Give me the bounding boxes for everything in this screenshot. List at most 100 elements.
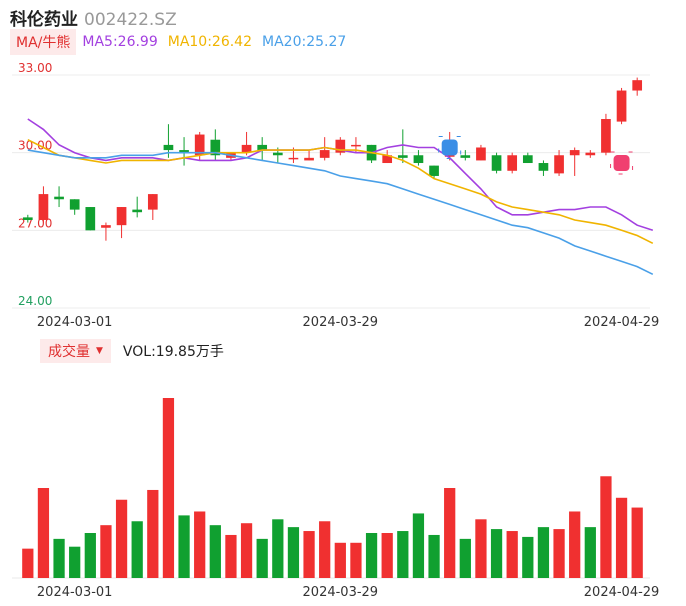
volume-bar: [240, 523, 253, 578]
volume-bar: [428, 534, 440, 578]
candle-body: [632, 80, 643, 91]
volume-bar: [537, 527, 550, 578]
candle-body: [601, 119, 611, 153]
volume-bar: [22, 548, 34, 578]
candle-body: [507, 155, 518, 171]
ma5-legend: MA5:26.99: [82, 34, 158, 50]
volume-bar: [569, 511, 581, 578]
candle-body: [460, 155, 471, 158]
volume-bar: [100, 525, 112, 578]
x-tick-label: 2024-03-01: [37, 315, 113, 330]
volume-bar: [272, 519, 284, 578]
volume-bar: [412, 513, 425, 578]
candle-body: [413, 155, 424, 164]
volume-x-tick-label: 2024-04-29: [584, 585, 660, 600]
candle-body: [444, 155, 455, 157]
volume-bar: [37, 488, 50, 578]
candle-body: [69, 199, 80, 210]
candle-body: [585, 152, 596, 156]
volume-indicator-selector[interactable]: 成交量 ▼: [40, 339, 111, 363]
candle-body: [429, 165, 439, 176]
candle-body: [241, 144, 252, 153]
candle-body: [116, 207, 127, 226]
volume-bar: [506, 531, 518, 578]
buy-signal-frame: [438, 135, 462, 159]
stock-name: 科伦药业: [10, 10, 78, 30]
candle-body: [163, 144, 174, 151]
ma-indicator-selector[interactable]: MA/牛熊: [10, 29, 77, 55]
candle-body: [272, 152, 283, 156]
volume-bar: [615, 497, 628, 578]
candle-body: [179, 150, 189, 153]
candle-body: [54, 196, 64, 200]
volume-bar: [162, 398, 175, 578]
ma10-line: [27, 138, 654, 245]
candle-body: [304, 157, 314, 161]
candle-body: [210, 139, 221, 156]
candle-body: [319, 150, 330, 158]
volume-bar: [334, 542, 346, 578]
candle-body: [335, 139, 346, 153]
candle-body: [522, 155, 533, 164]
volume-bar: [53, 538, 65, 578]
sell-signal-badge: [613, 155, 630, 172]
volume-bar: [84, 533, 96, 578]
volume-bar: [209, 525, 221, 578]
volume-bar: [178, 515, 190, 578]
volume-bar: [631, 507, 643, 578]
volume-bar: [522, 536, 534, 578]
y-tick-label: 24.00: [18, 294, 52, 308]
volume-legend: 成交量 ▼ VOL:19.85万手: [40, 339, 224, 363]
volume-bar: [194, 511, 206, 578]
volume-bar: [303, 531, 315, 578]
volume-bar: [397, 531, 409, 578]
stock-code: 002422.SZ: [84, 10, 177, 30]
sell-signal-frame: [610, 151, 634, 175]
candle-body: [38, 194, 49, 220]
candle-body: [194, 134, 205, 156]
volume-bar: [350, 542, 362, 578]
ma-legend: MA/牛熊 MA5:26.99 MA10:26.42 MA20:25.27: [10, 29, 356, 55]
buy-signal-badge: [441, 139, 458, 156]
volume-bar: [584, 527, 596, 578]
ma10-legend: MA10:26.42: [167, 34, 253, 50]
volume-bar: [115, 499, 128, 578]
candle-body: [147, 194, 158, 210]
volume-x-tick-label: 2024-03-01: [37, 585, 113, 600]
volume-bar: [147, 489, 159, 578]
candle-body: [491, 155, 502, 171]
candle-body: [101, 225, 111, 228]
x-tick-label: 2024-03-29: [303, 315, 379, 330]
volume-bar: [459, 538, 471, 578]
volume-bar: [225, 534, 237, 578]
candle-body: [538, 163, 549, 171]
volume-bar: [256, 538, 268, 578]
candle-body: [85, 207, 96, 231]
candle-body: [351, 144, 361, 147]
volume-bar: [600, 476, 612, 578]
volume-bar: [69, 546, 81, 578]
volume-x-tick-label: 2024-03-29: [303, 585, 379, 600]
y-tick-label: 30.00: [18, 139, 52, 153]
candle-body: [22, 217, 33, 220]
volume-bar: [287, 527, 300, 578]
volume-bar: [319, 521, 331, 578]
y-tick-label: 33.00: [18, 61, 52, 75]
candle-body: [257, 144, 268, 151]
ma20-legend: MA20:25.27: [262, 34, 347, 50]
volume-bar: [444, 488, 456, 578]
candle-body: [616, 90, 627, 122]
candle-body: [132, 209, 143, 213]
x-tick-label: 2024-04-29: [584, 315, 660, 330]
volume-value: VOL:19.85万手: [122, 344, 224, 360]
volume-bar: [553, 529, 565, 578]
candle-body: [288, 157, 299, 160]
candle-body: [476, 147, 486, 161]
volume-bar: [131, 521, 143, 578]
volume-bar: [365, 533, 378, 578]
caret-down-icon: ▼: [96, 346, 103, 356]
candle-body: [554, 155, 564, 174]
volume-bar: [475, 519, 487, 578]
candle-body: [569, 150, 580, 156]
